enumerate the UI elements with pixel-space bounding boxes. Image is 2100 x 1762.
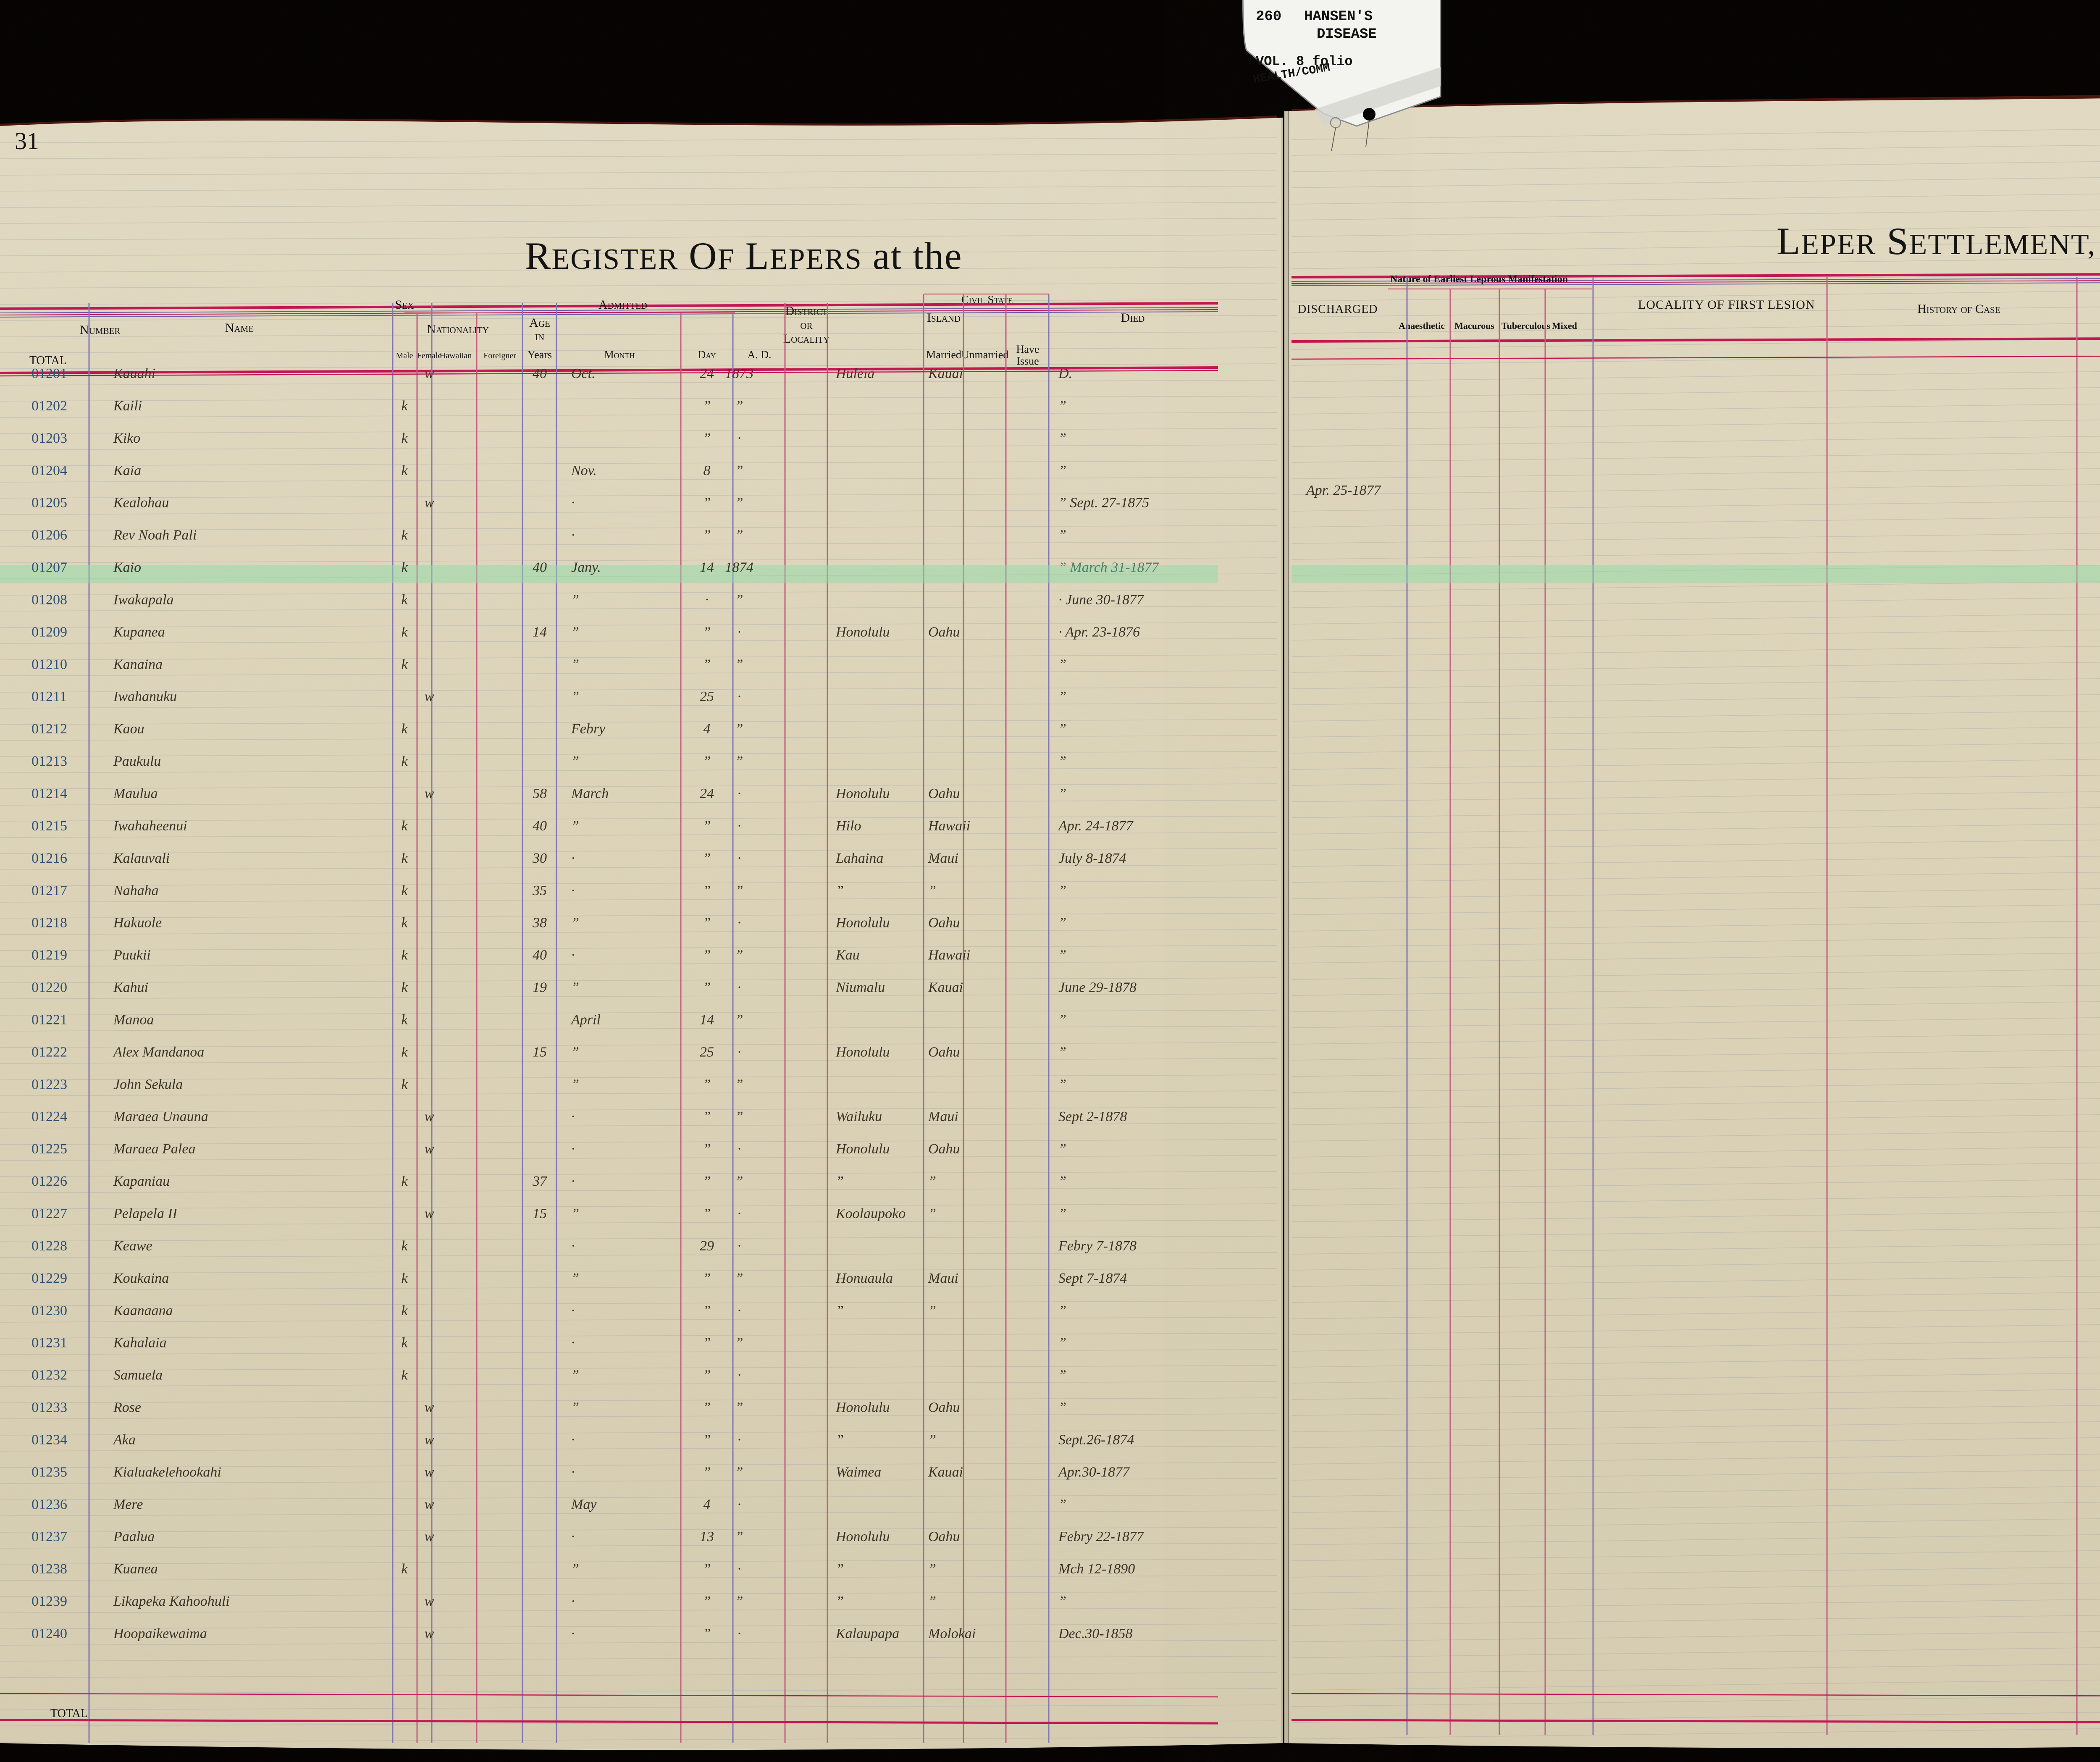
svg-text:Tuberculous: Tuberculous [1502,320,1551,331]
svg-text:Apr. 25-1877: Apr. 25-1877 [1305,483,1382,498]
svg-text:DISCHARGED: DISCHARGED [1298,303,1378,316]
svg-text:LOCALITY OF FIRST LESION: LOCALITY OF FIRST LESION [1638,298,1815,312]
svg-text:LEPER SETTLEMENT, MOLOKAI: LEPER SETTLEMENT, MOLOKAI [1777,220,2100,263]
svg-text:Nature of Earliest Leprous Man: Nature of Earliest Leprous Manifestation [1390,274,1568,285]
svg-text:History of Case: History of Case [1917,302,2000,316]
svg-text:Macurous: Macurous [1454,320,1494,331]
svg-text:Mixed: Mixed [1552,320,1577,331]
svg-text:Anaesthetic: Anaesthetic [1399,320,1445,331]
